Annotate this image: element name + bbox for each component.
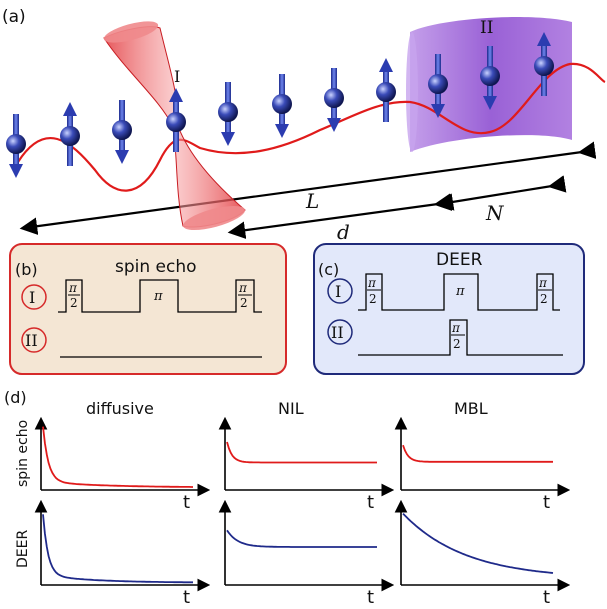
spin-2 bbox=[60, 102, 80, 166]
row-i-circle-b bbox=[21, 284, 47, 310]
panel-label-b: (b) bbox=[15, 260, 38, 279]
se-half-pulse-2-den: 2 bbox=[240, 296, 248, 310]
decay-curve bbox=[42, 426, 193, 488]
se-half-pulse-1-num: π bbox=[68, 281, 78, 295]
length-label-L: L bbox=[305, 189, 319, 213]
plot-echo-1: t bbox=[34, 416, 211, 513]
arrow-L bbox=[19, 141, 597, 235]
spin-3 bbox=[112, 100, 132, 164]
row-i-label-c: I bbox=[335, 282, 341, 301]
arrow-d bbox=[227, 193, 453, 239]
plot-deer-2: t bbox=[218, 499, 395, 608]
row-i-label-b: I bbox=[29, 288, 35, 307]
row-ii-label-b: II bbox=[25, 331, 38, 350]
panel-label-d: (d) bbox=[4, 388, 27, 407]
spin-1 bbox=[6, 114, 26, 178]
row-ii-label-c: II bbox=[331, 323, 344, 342]
panel-label-c: (c) bbox=[318, 260, 339, 279]
deer-half-pulse-1-den: 2 bbox=[369, 292, 377, 306]
deer-ii-half-pulse-den: 2 bbox=[453, 337, 461, 351]
se-half-pulse-2-num: π bbox=[238, 281, 248, 295]
decay-curve bbox=[402, 512, 554, 574]
deer-half-pulse-1-num: π bbox=[367, 276, 377, 290]
deer-pi-pulse: π bbox=[455, 284, 465, 299]
relaxation-plots: t t t t t t bbox=[34, 416, 571, 608]
spin-8 bbox=[376, 58, 396, 122]
deer-title: DEER bbox=[436, 250, 483, 270]
spin-9 bbox=[428, 54, 448, 118]
plot-echo-3: t bbox=[394, 416, 571, 513]
spin-7 bbox=[324, 68, 344, 132]
spin-4 bbox=[166, 88, 186, 152]
arrow-N bbox=[435, 175, 567, 211]
t-axis-label: t bbox=[367, 492, 374, 513]
row-label-spin-echo: spin echo bbox=[15, 420, 31, 487]
decay-curve bbox=[42, 514, 193, 584]
plot-echo-2: t bbox=[218, 416, 395, 513]
spin-echo-title: spin echo bbox=[115, 257, 197, 277]
length-label-N: N bbox=[485, 201, 505, 225]
spin-echo-box bbox=[9, 243, 287, 375]
column-title-diffusive: diffusive bbox=[86, 399, 154, 418]
se-half-pulse-1-den: 2 bbox=[70, 296, 78, 310]
t-axis-label: t bbox=[543, 492, 550, 513]
spin-5 bbox=[218, 82, 238, 146]
decay-curve bbox=[226, 441, 377, 464]
spin-11 bbox=[534, 32, 554, 96]
spin-echo-sequence-i bbox=[58, 279, 262, 313]
t-axis-label: t bbox=[183, 492, 190, 513]
length-label-d: d bbox=[337, 220, 350, 244]
deer-sequence-ii bbox=[358, 319, 563, 356]
row-i-circle-c bbox=[327, 278, 353, 304]
region-ii-label: II bbox=[480, 18, 493, 38]
deer-half-pulse-2-num: π bbox=[538, 276, 548, 290]
column-title-mbl: MBL bbox=[454, 399, 488, 418]
deer-ii-half-pulse-num: π bbox=[451, 321, 461, 335]
t-axis-label: t bbox=[183, 587, 190, 608]
t-axis-label: t bbox=[543, 587, 550, 608]
potential-wave bbox=[17, 62, 606, 192]
deer-half-pulse-2-den: 2 bbox=[540, 292, 548, 306]
decay-curve bbox=[226, 529, 377, 548]
se-pi-pulse: π bbox=[153, 289, 163, 304]
plot-deer-3: t bbox=[394, 499, 571, 608]
row-ii-circle-c bbox=[327, 319, 353, 345]
region-i-label: I bbox=[174, 67, 180, 86]
t-axis-label: t bbox=[367, 587, 374, 608]
deer-sequence-i bbox=[358, 273, 560, 311]
row-label-deer: DEER bbox=[15, 530, 31, 568]
plot-deer-1: t bbox=[34, 499, 211, 608]
decay-curve bbox=[402, 444, 553, 463]
column-title-nil: NIL bbox=[278, 399, 304, 418]
spin-10 bbox=[480, 46, 500, 110]
row-ii-circle-b bbox=[21, 327, 47, 353]
panel-label-a: (a) bbox=[2, 7, 26, 27]
spin-6 bbox=[272, 74, 292, 138]
spin-chain bbox=[6, 32, 554, 178]
